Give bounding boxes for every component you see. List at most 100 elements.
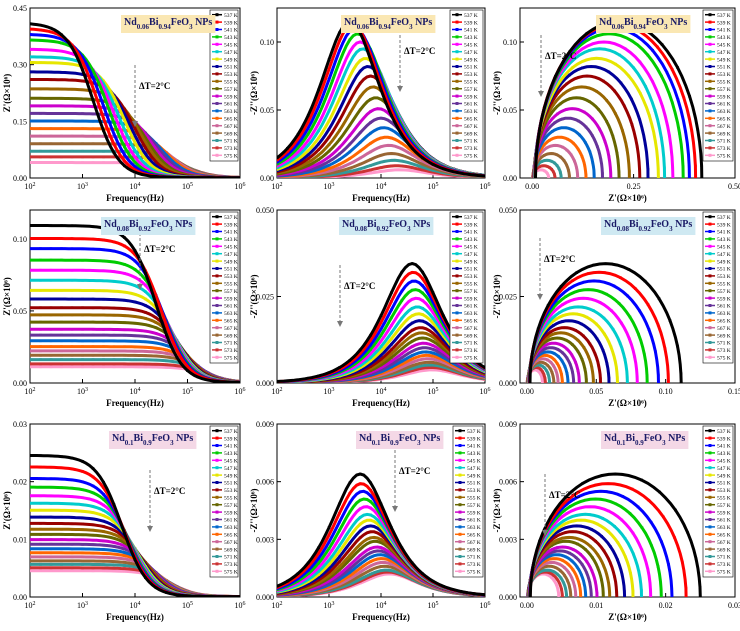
data-point (543, 560, 546, 563)
data-point (431, 344, 435, 347)
data-point (632, 552, 635, 556)
data-point (277, 166, 279, 170)
data-point (538, 352, 542, 356)
y-tick-label: 0.01 (13, 535, 27, 544)
data-point (39, 542, 42, 546)
data-point (91, 566, 95, 570)
legend-label: 547 K (224, 466, 238, 472)
series-group (30, 224, 240, 383)
x-tick-label: 0.00 (525, 182, 539, 191)
data-point (627, 268, 631, 271)
data-point (91, 538, 95, 542)
data-point (666, 373, 670, 376)
data-point (102, 117, 105, 120)
plot-frame (29, 209, 241, 384)
data-point (595, 322, 598, 326)
data-point (567, 540, 571, 543)
data-point (70, 551, 74, 555)
legend-label: 553 K (717, 274, 731, 280)
legend-marker (708, 481, 712, 484)
data-point (358, 507, 362, 510)
data-point (551, 553, 554, 557)
legend-label: 539 K (717, 222, 731, 228)
data-point (548, 367, 552, 370)
legend-marker (215, 237, 219, 241)
data-point (317, 153, 320, 157)
data-point (627, 74, 631, 78)
y-tick-label: 0.10 (13, 235, 27, 244)
data-point (410, 298, 414, 301)
data-point (358, 170, 362, 174)
x-axis-label: Z'(Ω×10⁶) (608, 612, 647, 622)
data-point (70, 362, 74, 366)
legend-label: 575 K (717, 570, 731, 576)
data-point (390, 569, 393, 572)
data-point (562, 92, 565, 96)
data-point (369, 577, 372, 580)
data-point (296, 133, 300, 136)
data-point (348, 558, 352, 561)
data-point (91, 161, 95, 164)
legend-label: 565 K (717, 117, 731, 123)
data-point (112, 362, 116, 366)
legend-label: 571 K (224, 139, 238, 145)
data-point (610, 309, 613, 312)
data-point (112, 328, 116, 331)
data-point (390, 373, 393, 377)
data-point (358, 59, 362, 62)
data-point (112, 563, 116, 567)
data-point (39, 161, 42, 164)
data-point (646, 168, 650, 171)
data-point (400, 372, 404, 375)
data-point (557, 593, 560, 597)
data-point (369, 333, 372, 337)
data-point (684, 586, 688, 590)
data-point (112, 96, 116, 99)
legend-label: 559 K (224, 296, 238, 302)
data-point (369, 164, 372, 167)
data-point (545, 170, 548, 174)
data-point (623, 358, 627, 361)
data-point (91, 354, 95, 357)
legend-box (702, 9, 734, 162)
data-point (589, 592, 593, 595)
data-point (646, 53, 650, 57)
data-point (144, 335, 147, 338)
data-point (609, 345, 613, 349)
data-point (431, 164, 435, 168)
legend-label: 539 K (224, 20, 238, 26)
data-point (646, 567, 650, 571)
arrow-head (147, 526, 153, 532)
data-point (602, 316, 606, 320)
data-point (133, 165, 137, 168)
data-point (665, 70, 669, 74)
data-point (112, 552, 116, 556)
data-point (369, 367, 372, 370)
data-point (49, 78, 53, 81)
data-point (30, 569, 32, 572)
data-point (369, 74, 372, 78)
y-tick-label: 0.009 (499, 420, 517, 429)
legend-marker (215, 355, 219, 359)
data-point (60, 542, 63, 546)
legend-label: 539 K (717, 436, 731, 442)
data-point (112, 549, 116, 552)
data-point (570, 559, 574, 563)
data-point (91, 528, 95, 532)
data-point (348, 166, 352, 170)
data-point (70, 533, 74, 536)
data-point (277, 156, 279, 160)
data-point (338, 129, 341, 132)
data-point (369, 98, 372, 101)
legend-box (449, 9, 484, 162)
data-point (30, 27, 32, 31)
data-point (650, 544, 653, 548)
data-point (338, 119, 341, 122)
data-point (568, 174, 571, 178)
x-axis-label: Z'(Ω×10⁶) (608, 398, 647, 408)
data-point (421, 319, 424, 323)
data-point (123, 551, 126, 554)
data-point (400, 546, 404, 549)
legend-marker (215, 510, 219, 514)
data-point (81, 522, 84, 526)
